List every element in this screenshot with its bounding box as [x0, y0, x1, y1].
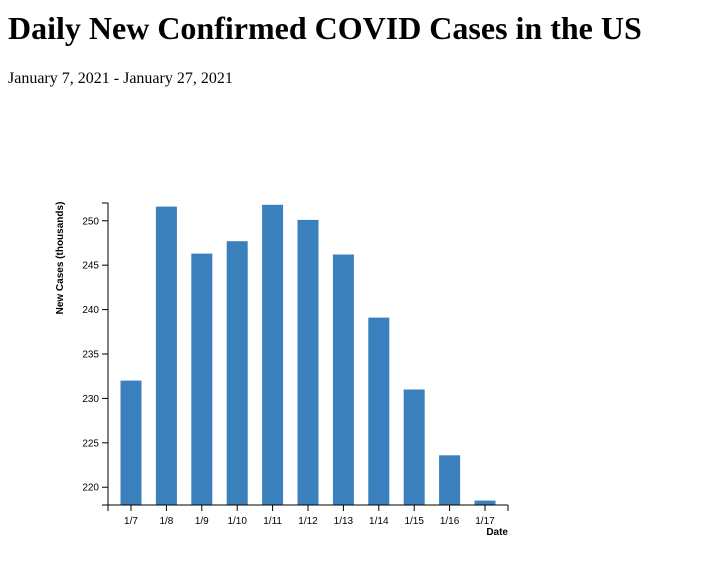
bar-1-15 — [403, 389, 425, 505]
y-axis: 220 225 230 235 240 245 250 — [82, 202, 109, 506]
bar-1-10 — [226, 241, 248, 505]
bar-1-12 — [297, 219, 319, 505]
x-tick-label: 1/11 — [263, 516, 282, 527]
x-tick-label: 1/16 — [440, 516, 460, 527]
x-tick-label: 1/9 — [195, 516, 209, 527]
y-axis-label: New Cases (thousands) — [55, 202, 66, 315]
x-tick-label: 1/17 — [475, 516, 495, 527]
x-tick-label: 1/12 — [298, 516, 318, 527]
y-tick-label: 225 — [82, 438, 99, 449]
y-tick-label: 250 — [82, 216, 99, 227]
bar-1-13 — [332, 254, 354, 505]
bar-1-14 — [368, 317, 390, 505]
y-tick-label: 245 — [82, 261, 99, 272]
x-axis-label: Date — [486, 527, 508, 538]
x-tick-label: 1/7 — [124, 516, 138, 527]
y-tick-label: 240 — [82, 305, 99, 316]
page-subtitle: January 7, 2021 - January 27, 2021 — [8, 70, 233, 87]
y-tick-label: 235 — [82, 350, 99, 361]
x-tick-label: 1/13 — [334, 516, 354, 527]
bar-1-7 — [120, 380, 142, 505]
bar-1-16 — [439, 455, 461, 505]
x-tick-label: 1/15 — [404, 516, 424, 527]
bar-1-11 — [262, 204, 284, 506]
page-title: Daily New Confirmed COVID Cases in the U… — [8, 10, 642, 46]
bars — [120, 204, 496, 506]
bar-1-9 — [191, 253, 213, 505]
x-axis: 1/7 1/8 1/9 1/10 1/11 1/12 1/13 1/14 1/15 1/16 1/1… — [107, 504, 509, 527]
bar-1-17 — [474, 500, 496, 505]
bar-1-8 — [155, 206, 177, 505]
x-tick-label: 1/8 — [159, 516, 173, 527]
y-tick-label: 230 — [82, 394, 99, 405]
x-tick-label: 1/10 — [227, 516, 247, 527]
x-tick-label: 1/14 — [369, 516, 389, 527]
y-tick-label: 220 — [82, 483, 99, 494]
